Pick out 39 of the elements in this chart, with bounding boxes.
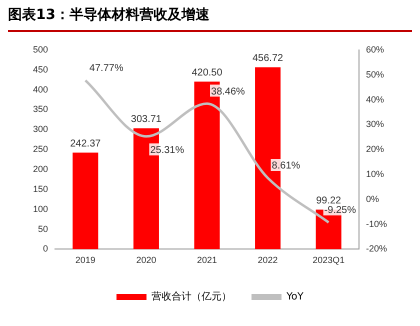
data-label: 38.46% [211,86,246,98]
data-label: 99.22 [316,195,342,206]
y-tick-label: 100 [32,204,48,214]
data-label: 8.61% [272,160,300,172]
data-label: 456.72 [252,52,284,64]
y2-tick-label: 0% [366,194,380,204]
legend-label: YoY [285,292,304,303]
y-tick-label: 150 [32,184,48,194]
bar [72,152,98,250]
y2-tick-label: 60% [366,44,384,54]
y-tick-label: 400 [32,84,48,94]
x-tick-label: 2020 [136,255,156,266]
y2-tick-label: 30% [366,119,384,130]
y-tick-label: 200 [32,164,48,174]
y-tick-label: 250 [32,144,48,154]
legend-label: 营收合计（亿元） [151,290,232,303]
x-tick-label: 2019 [75,255,96,266]
y2-tick-label: 10% [366,168,384,179]
y2-tick-label: -20% [366,244,388,254]
y-tick-label: 50 [38,224,48,234]
y-tick-label: 300 [32,124,48,134]
y2-tick-label: 40% [366,94,384,104]
y-tick-label: 450 [32,64,48,74]
y-tick-label: 350 [32,104,48,114]
y-tick-label: 500 [32,44,48,54]
data-label: 242.37 [70,138,102,150]
y2-tick-label: 20% [366,144,384,154]
data-label: 420.50 [192,67,223,78]
x-tick-label: 2021 [196,255,218,266]
x-tick-label: 2023Q1 [312,255,345,266]
y2-tick-label: 50% [366,69,384,80]
data-label: 47.77% [89,63,124,74]
y-tick-label: 0 [43,244,48,254]
data-label: 25.31% [150,145,184,156]
data-label: 303.71 [130,114,162,125]
y2-tick-label: -10% [366,218,388,229]
data-label: -9.25% [324,205,356,216]
chart-title: 图表13：半导体材料营收及增速 [8,6,412,32]
x-tick-label: 2022 [258,255,278,266]
